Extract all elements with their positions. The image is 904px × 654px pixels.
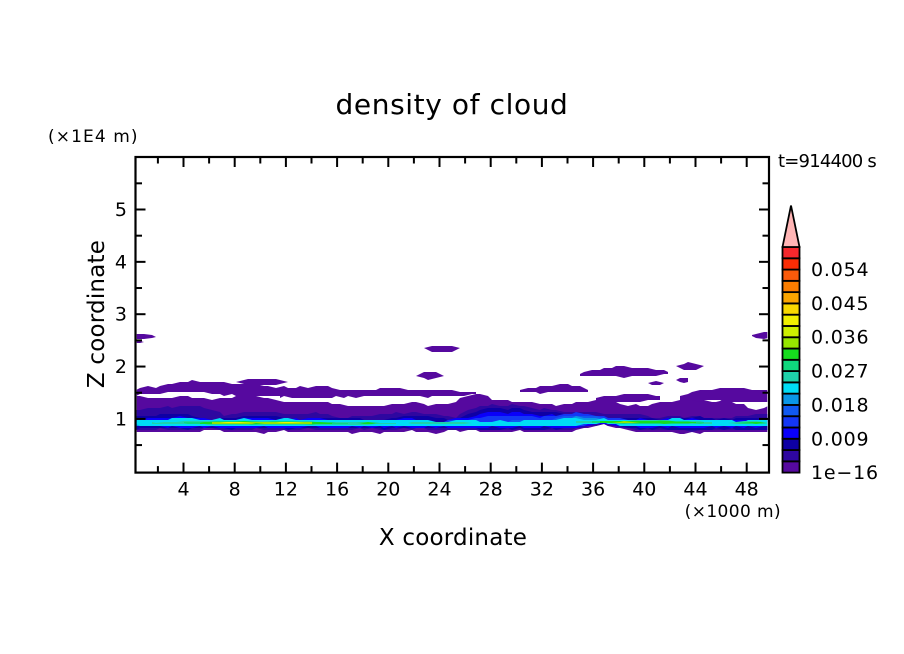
x-tick-labels: 4 8 12 16 20 24 28 32 36 40 44 48 <box>177 479 758 501</box>
x-tick-label: 44 <box>683 479 707 501</box>
x-axis-title: X coordinate <box>379 525 527 551</box>
x-tick-label: 36 <box>581 479 605 501</box>
contour-field <box>136 332 768 434</box>
colorbar-label: 0.045 <box>811 293 869 315</box>
y-tick-label: 2 <box>115 356 127 378</box>
colorbar-band <box>781 325 801 339</box>
colorbar-band <box>781 426 801 440</box>
contour-band-level-0.030 <box>360 422 376 424</box>
colorbar-label: 0.018 <box>811 394 869 416</box>
y-axis-title: Z coordinate <box>84 240 110 388</box>
colorbar-band <box>781 291 801 305</box>
contour-band-level-1e-16 <box>416 372 444 380</box>
y-tick-label: 1 <box>115 408 127 430</box>
contour-band-level-1e-16 <box>680 388 768 402</box>
x-tick-label: 48 <box>735 479 759 501</box>
contour-band-level-1e-16 <box>580 366 668 378</box>
x-tick-label: 24 <box>427 479 451 501</box>
colorbar-band <box>781 268 801 282</box>
contour-band-level-0.033 <box>612 421 640 423</box>
colorbar-band <box>781 381 801 395</box>
x-tick-label: 12 <box>274 479 298 501</box>
colorbar-band <box>781 279 801 294</box>
colorbar-label: 0.036 <box>811 327 869 349</box>
colorbar-band <box>781 347 801 361</box>
contour-band-level-1e-16 <box>280 388 476 398</box>
colorbar-label: 0.027 <box>811 361 869 383</box>
contour-band-level-0.039 <box>224 422 244 423</box>
contour-band-level-1e-16 <box>676 378 688 383</box>
x-axis-unit-label: (×1000 m) <box>685 502 781 522</box>
colorbar-band <box>781 336 801 350</box>
colorbar-label: 1e−16 <box>811 462 879 484</box>
contour-band-level-1e-16 <box>520 384 588 394</box>
y-tick-label: 5 <box>115 199 127 221</box>
x-tick-label: 28 <box>479 479 503 501</box>
colorbar-band <box>781 370 801 384</box>
x-tick-label: 16 <box>325 479 349 501</box>
colorbar-band <box>781 358 801 372</box>
y-tick-label: 4 <box>115 251 127 273</box>
x-tick-label: 20 <box>376 479 400 501</box>
contour-band-level-1e-16 <box>136 334 156 339</box>
contour-band-level-1e-16 <box>136 341 144 343</box>
x-tick-label: 32 <box>530 479 554 501</box>
colorbar-band <box>781 404 801 418</box>
contour-band-level-1e-16 <box>424 346 460 352</box>
time-annotation: t=914400 s <box>778 151 876 172</box>
contour-band-level-1e-16 <box>752 332 768 339</box>
contour-band-level-1e-16 <box>676 362 704 370</box>
x-tick-label: 8 <box>229 479 241 501</box>
colorbar: 1e−16 0.009 0.018 0.027 0.036 0.045 0.054 <box>781 205 879 484</box>
plot-title: density of cloud <box>336 88 569 121</box>
colorbar-band <box>781 415 801 429</box>
y-tick-labels: 1 2 3 4 5 <box>115 199 127 430</box>
x-tick-label: 40 <box>632 479 656 501</box>
colorbar-band <box>781 257 801 271</box>
colorbar-band <box>781 302 801 316</box>
colorbar-band <box>781 313 801 327</box>
colorbar-band <box>781 437 801 451</box>
y-axis-unit-label: (×1E4 m) <box>48 127 139 147</box>
x-tick-label: 4 <box>177 479 189 501</box>
contour-band-level-0.039 <box>280 422 296 423</box>
contour-band-level-1e-16 <box>648 381 664 385</box>
colorbar-over-arrow <box>781 205 801 248</box>
plot-frame <box>134 155 771 474</box>
contour-band-level-1e-16 <box>596 394 660 402</box>
colorbar-label: 0.009 <box>811 428 869 450</box>
colorbar-label: 0.054 <box>811 259 869 281</box>
axes-frame <box>134 155 771 474</box>
colorbar-band <box>781 460 801 474</box>
contour-band-level-0.030 <box>744 422 764 424</box>
contour-band-level-1e-16 <box>236 379 288 385</box>
contour-band-level-0.024 <box>408 422 472 424</box>
colorbar-band <box>781 246 801 260</box>
y-tick-label: 3 <box>115 304 127 326</box>
colorbar-band <box>781 449 801 463</box>
colorbar-band <box>781 392 801 406</box>
